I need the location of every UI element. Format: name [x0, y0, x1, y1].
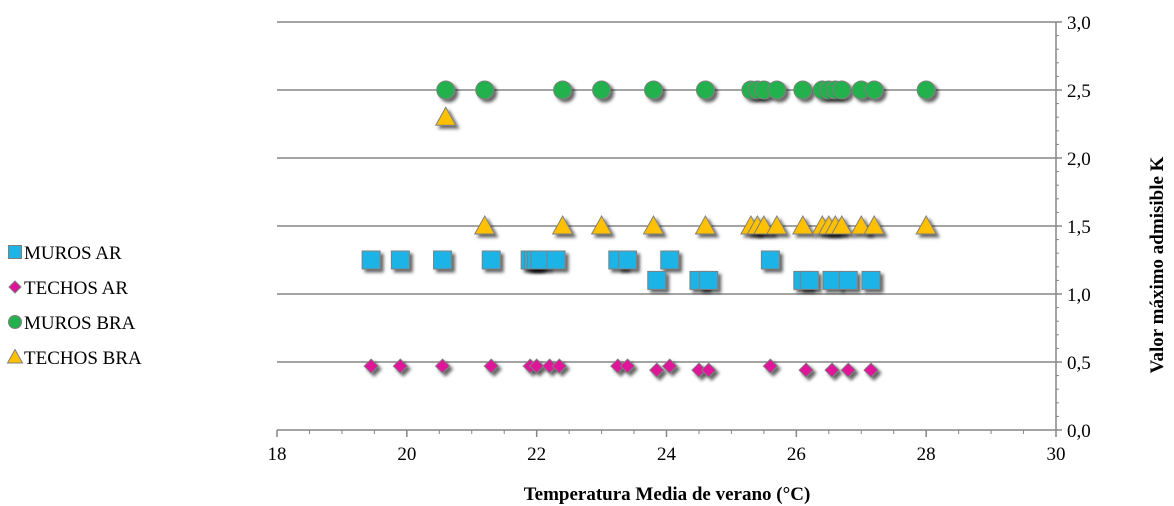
legend-techos-bra-label: TECHOS BRA — [24, 348, 142, 369]
x-tick-label: 24 — [657, 444, 677, 465]
techos-ar-point — [863, 362, 879, 378]
legend-techos-bra-marker — [6, 348, 24, 364]
techos-ar-point — [824, 362, 840, 378]
techos-ar-point — [619, 358, 636, 374]
muros-ar-point — [361, 250, 381, 270]
muros-ar-point — [618, 250, 638, 270]
muros-ar-point — [390, 250, 410, 270]
muros-bra-point — [832, 80, 852, 100]
muros-ar-point — [647, 270, 667, 290]
techos-bra-point — [642, 214, 665, 235]
techos-ar-point — [840, 362, 856, 378]
techos-bra-point — [473, 214, 496, 235]
techos-bra-point — [766, 214, 788, 235]
techos-bra-point — [915, 214, 938, 235]
muros-bra-point — [864, 80, 884, 100]
muros-ar-point — [481, 250, 501, 270]
y-axis-title: Valor máximo admisible K — [1147, 156, 1168, 373]
y-tick-label: 0,5 — [1067, 353, 1091, 374]
muros-bra-point — [916, 80, 936, 100]
legend-techos-ar-marker — [8, 280, 22, 294]
gridlines — [277, 21, 1056, 363]
x-tick-label: 30 — [1047, 444, 1066, 465]
techos-ar-point — [483, 358, 499, 374]
techos-bra-point — [590, 214, 613, 235]
legend-muros-bra-marker — [8, 315, 22, 329]
muros-bra-point — [644, 80, 664, 100]
techos-ar-point — [434, 358, 451, 374]
x-tick-label: 18 — [268, 444, 287, 465]
legend: MUROS AR TECHOS AR MUROS BRA TECHOS BRA — [6, 243, 142, 369]
muros-bra-point — [436, 80, 456, 100]
techos-ar-point — [762, 358, 779, 374]
legend-muros-ar-marker — [8, 245, 22, 259]
x-tick-label: 20 — [397, 444, 416, 465]
muros-ar-point — [799, 270, 819, 290]
techos-ar-point — [649, 362, 665, 378]
muros-ar-point — [699, 270, 719, 290]
muros-bra-point — [475, 80, 495, 100]
y-tick-label: 0,0 — [1067, 421, 1091, 442]
x-tick-label: 22 — [527, 444, 546, 465]
muros-ar-point — [433, 250, 453, 270]
techos-bra-point — [830, 214, 853, 235]
muros-bra-point — [553, 80, 573, 100]
techos-bra-point — [863, 214, 886, 235]
muros-ar-point — [530, 250, 550, 270]
muros-bra-point — [767, 80, 787, 100]
muros-ar-point — [822, 270, 842, 290]
techos-ar-point — [798, 362, 814, 378]
techos-ar-point — [363, 358, 379, 374]
x-tick-label: 26 — [787, 444, 806, 465]
data-points — [361, 80, 938, 378]
techos-bra-point — [551, 214, 574, 235]
muros-ar-point — [838, 270, 858, 290]
x-axis-title: Temperatura Media de verano (°C) — [524, 484, 811, 505]
legend-muros-ar-label: MUROS AR — [24, 243, 122, 264]
techos-bra-point — [694, 214, 717, 235]
techos-ar-point — [662, 358, 678, 374]
muros-bra-point — [592, 80, 612, 100]
muros-ar-point — [546, 250, 566, 270]
muros-ar-point — [760, 250, 780, 270]
y-tick-label: 2,0 — [1067, 149, 1091, 170]
legend-muros-bra-label: MUROS BRA — [24, 313, 136, 334]
muros-bra-point — [793, 80, 813, 100]
muros-ar-point — [660, 250, 680, 270]
y-tick-label: 3,0 — [1067, 13, 1091, 34]
techos-bra-point — [791, 214, 814, 235]
legend-techos-ar-label: TECHOS AR — [24, 278, 128, 299]
axes: 0,0 0,5 1,0 1,5 2,0 2,5 3,0 18 20 22 24 26 28 30 — [268, 13, 1091, 465]
y-tick-label: 1,5 — [1067, 217, 1091, 238]
techos-ar-point — [392, 358, 409, 374]
muros-ar-point — [861, 270, 881, 290]
muros-bra-point — [695, 80, 715, 100]
x-tick-label: 28 — [917, 444, 936, 465]
techos-ar-point — [700, 362, 717, 378]
techos-ar-point — [528, 358, 545, 374]
techos-bra-point — [434, 106, 457, 126]
y-tick-label: 1,0 — [1067, 285, 1091, 306]
y-tick-label: 2,5 — [1067, 81, 1091, 102]
techos-ar-point — [551, 358, 568, 374]
